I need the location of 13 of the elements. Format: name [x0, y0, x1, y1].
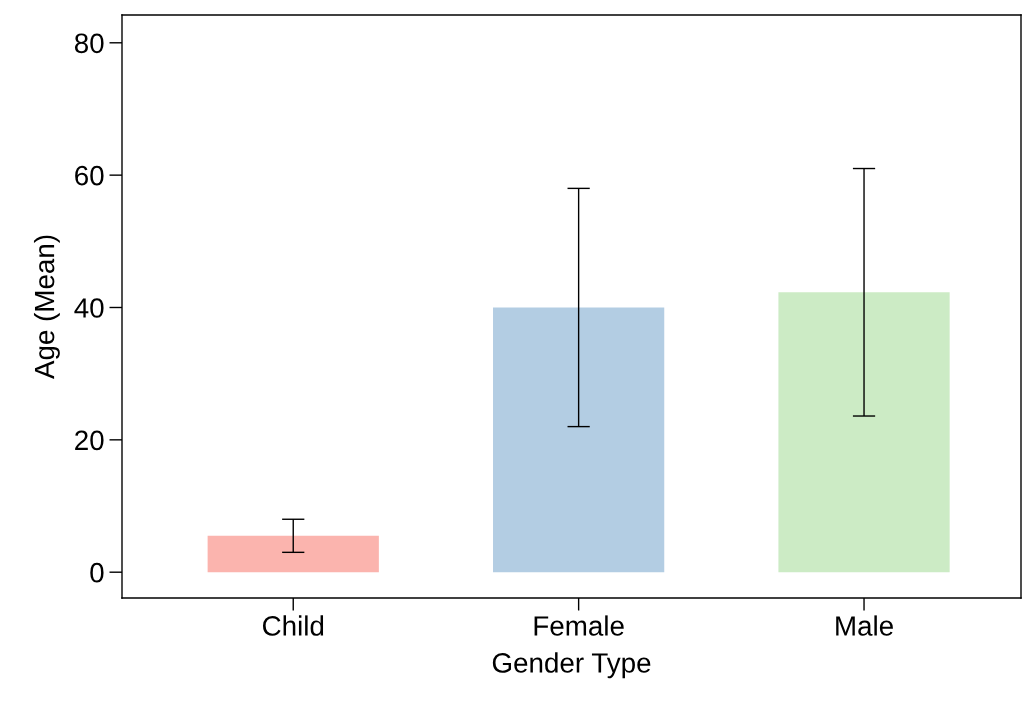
y-tick-label: 20 — [75, 430, 104, 451]
bar — [778, 292, 950, 573]
y-tick-label: 80 — [74, 33, 104, 54]
y-tick-label: 0 — [90, 562, 104, 583]
bar — [493, 307, 665, 573]
x-axis-title: Gender Type — [492, 652, 651, 679]
x-tick-label: Male — [836, 615, 893, 636]
y-tick-label: 40 — [74, 298, 104, 318]
x-tick-label: Female — [534, 615, 624, 636]
x-tick-label: Child — [263, 615, 324, 636]
bar — [207, 535, 379, 573]
y-axis-title: Age (Mean) — [33, 235, 60, 379]
y-tick-label: 60 — [75, 165, 104, 186]
